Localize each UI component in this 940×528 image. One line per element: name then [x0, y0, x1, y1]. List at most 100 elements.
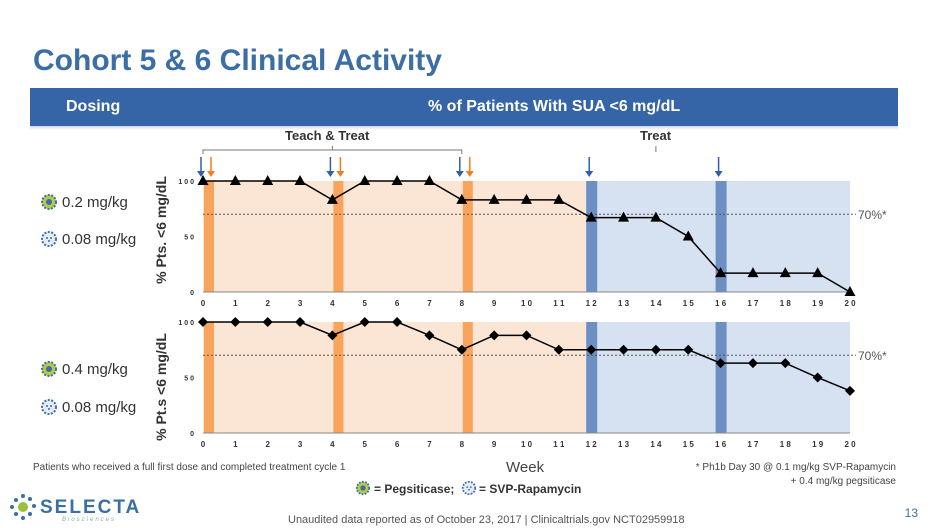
chart2-x-tick-label: 6: [395, 440, 400, 449]
chart1-svp-dose-bar: [715, 181, 727, 292]
chart2-data-point: [327, 330, 338, 341]
cohort2-dose-a-label: 0.4 mg/kg: [62, 361, 128, 378]
legend-peg-label: = Pegsiticase;: [374, 482, 455, 496]
chart1-x-tick-label: 1 5: [683, 299, 695, 308]
cohort1-dose-b-label: 0.08 mg/kg: [62, 231, 137, 248]
chart2-data-point: [198, 317, 208, 327]
chart1-pegsiticase-dose-bar: [333, 181, 344, 292]
chart2-x-tick-label: 7: [427, 440, 432, 449]
footnote-left: Patients who received a full first dose …: [33, 462, 346, 473]
chart1-data-point: [359, 175, 371, 185]
chart1-svp-dose-arrow-head: [714, 171, 723, 177]
chart1-teach-treat-region: [203, 181, 592, 292]
chart2-data-point: [845, 385, 855, 396]
chart1-x-tick-label: 8: [460, 299, 465, 308]
teach-treat-bracket: [202, 149, 463, 154]
chart2-x-tick-label: 8: [460, 440, 465, 449]
chart2-data-point: [553, 344, 564, 355]
chart1-x-tick-label: 1 8: [780, 299, 792, 308]
chart1-data-point: [262, 175, 274, 185]
pegsiticase-icon: [41, 194, 57, 210]
cohort2-dose-b-label: 0.08 mg/kg: [62, 399, 137, 416]
chart2-pegsiticase-dose-bar: [204, 322, 214, 433]
chart2-x-tick-label: 1 3: [618, 440, 630, 449]
svp-rapamycin-icon: [41, 231, 57, 247]
chart1-x-tick-label: 4: [330, 299, 335, 308]
chart2-data-point: [650, 344, 661, 355]
chart1-y-tick-label: 1 0 0: [178, 179, 194, 186]
chart2-y-tick-label: 1 0 0: [178, 320, 194, 327]
chart1-y-tick-label: 5 0: [184, 235, 194, 242]
page-number: 13: [904, 506, 918, 520]
chart1-peg-dose-arrow-head: [465, 171, 474, 177]
chart2-data-point: [521, 330, 532, 341]
chart1-data-point: [326, 193, 338, 204]
chart1-peg-dose-arrow-head: [207, 171, 215, 177]
chart1-threshold-label: 70%*: [858, 208, 887, 222]
chart1-data-point: [844, 286, 856, 296]
chart1-x-tick-label: 5: [363, 299, 368, 308]
footer-note: Unaudited data reported as of October 23…: [288, 514, 685, 526]
chart1-data-point: [812, 267, 824, 278]
chart1-x-tick-label: 1 3: [618, 299, 630, 308]
footnote-right: * Ph1b Day 30 @ 0.1 mg/kg SVP-Rapamycin …: [696, 461, 896, 489]
chart1-data-point: [294, 175, 306, 185]
chart2-svp-dose-bar: [715, 322, 727, 433]
chart1-data-point: [650, 211, 662, 222]
chart2-threshold-label: 70%*: [858, 349, 887, 363]
chart2-data-point: [586, 344, 597, 355]
chart2-x-tick-label: 9: [492, 440, 497, 449]
chart2-x-tick-label: 1: [233, 440, 238, 449]
chart2-data-point: [230, 317, 241, 327]
chart2-data-point: [424, 330, 435, 341]
chart1-x-tick-label: 7: [427, 299, 432, 308]
dosing-header: Dosing: [66, 98, 121, 115]
chart1-x-tick-label: 1 7: [747, 299, 759, 308]
chart2-x-tick-label: 3: [298, 440, 303, 449]
cohort1-dose-a-label: 0.2 mg/kg: [62, 194, 128, 211]
chart2-data-point: [683, 344, 694, 355]
chart2-data-point: [812, 372, 823, 383]
phase-treat-label: Treat: [640, 128, 672, 143]
chart1-data-point: [779, 267, 791, 278]
header-shadow: [30, 126, 898, 130]
header-band: Dosing % of Patients With SUA <6 mg/dL: [30, 88, 898, 126]
chart1-x-tick-label: 1 9: [812, 299, 824, 308]
page-title: Cohort 5 & 6 Clinical Activity: [33, 44, 442, 77]
x-axis-label: Week: [506, 459, 545, 476]
chart2-x-tick-label: 2: [265, 440, 270, 449]
chart1-data-point: [521, 193, 532, 204]
chart2-x-tick-label: 1 7: [747, 440, 759, 449]
chart1-data-point: [229, 175, 241, 185]
chart2-data-point: [392, 317, 403, 327]
chart2-pegsiticase-dose-bar: [333, 322, 344, 433]
chart1-x-tick-label: 1 6: [715, 299, 727, 308]
chart2-x-tick-label: 1 2: [586, 440, 598, 449]
chart2-data-point: [262, 317, 273, 327]
chart1-data-point: [456, 193, 468, 204]
phase-teach-treat-label: Teach & Treat: [285, 128, 370, 143]
logo-subtext: Biosciences: [62, 517, 117, 523]
chart1-svp-dose-arrow-head: [326, 171, 335, 177]
chart1-x-tick-label: 1 1: [553, 299, 565, 308]
svp-rapamycin-icon: [41, 399, 57, 415]
chart1-x-tick-label: 9: [492, 299, 497, 308]
chart2-x-tick-label: 1 0: [521, 440, 533, 449]
chart2-x-tick-label: 1 5: [683, 440, 695, 449]
chart1-data-point: [715, 267, 727, 278]
legend-svp-label: = SVP-Rapamycin: [479, 482, 582, 496]
chart1-data-point: [423, 175, 435, 185]
chart2-x-tick-label: 4: [330, 440, 335, 449]
chart1-pegsiticase-dose-bar: [462, 181, 473, 292]
chart1-data-point: [197, 175, 209, 185]
chart1-data-point: [618, 211, 630, 222]
pegsiticase-icon: [355, 480, 371, 496]
chart2-x-tick-label: 1 6: [715, 440, 727, 449]
chart2-data-point: [618, 344, 629, 355]
chart1-data-point: [391, 175, 403, 185]
chart2-x-tick-label: 1 8: [780, 440, 792, 449]
chart2-y-tick-label: 5 0: [184, 376, 194, 383]
chart1-peg-dose-arrow-head: [336, 171, 345, 177]
chart2-data-point: [359, 317, 370, 327]
